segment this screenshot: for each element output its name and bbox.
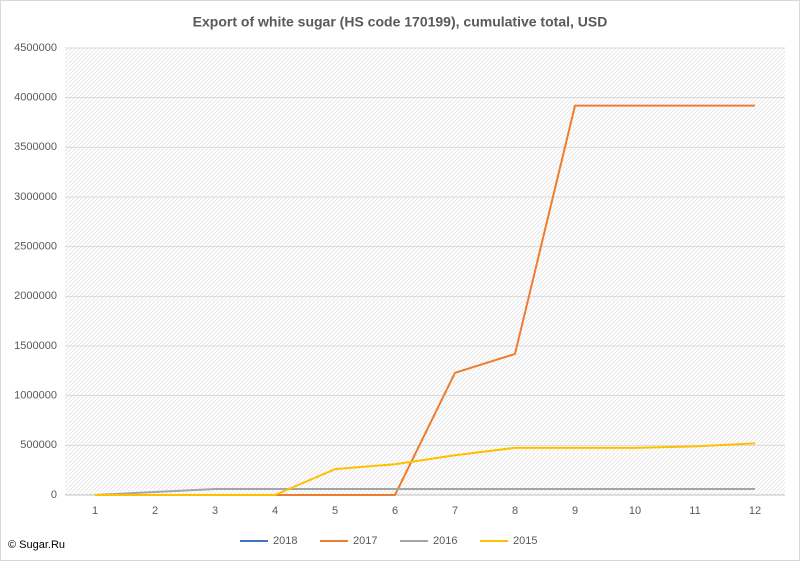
x-tick-label: 1 [92, 505, 98, 517]
y-tick-label: 500000 [20, 439, 57, 451]
x-tick-label: 2 [152, 505, 158, 517]
x-tick-label: 12 [749, 505, 761, 517]
x-tick-label: 11 [689, 505, 700, 517]
chart-title: Export of white sugar (HS code 170199), … [193, 14, 608, 30]
y-tick-label: 1000000 [14, 390, 57, 402]
legend-label: 2016 [433, 535, 457, 547]
y-tick-label: 4000000 [14, 92, 57, 104]
source: © Sugar.Ru [8, 539, 65, 551]
y-tick-label: 3000000 [14, 191, 57, 203]
x-tick-label: 9 [572, 505, 578, 517]
legend-label: 2015 [513, 535, 537, 547]
legend-label: 2018 [273, 535, 297, 547]
y-tick-label: 4500000 [14, 42, 57, 54]
x-tick-label: 3 [212, 505, 218, 517]
x-tick-label: 5 [332, 505, 338, 517]
x-tick-label: 10 [629, 505, 641, 517]
legend-label: 2017 [353, 535, 377, 547]
x-tick-label: 7 [452, 505, 458, 517]
y-tick-label: 2000000 [14, 290, 57, 302]
y-tick-label: 2500000 [14, 241, 57, 253]
series-line [94, 488, 755, 496]
x-tick-label: 6 [392, 505, 398, 517]
y-tick-label: 1500000 [14, 340, 57, 352]
x-tick-label: 4 [272, 505, 278, 517]
x-tick-label: 8 [512, 505, 518, 517]
y-tick-label: 0 [51, 489, 57, 501]
y-tick-label: 3500000 [14, 141, 57, 153]
series-line [95, 442, 756, 496]
plot-area [65, 48, 785, 495]
